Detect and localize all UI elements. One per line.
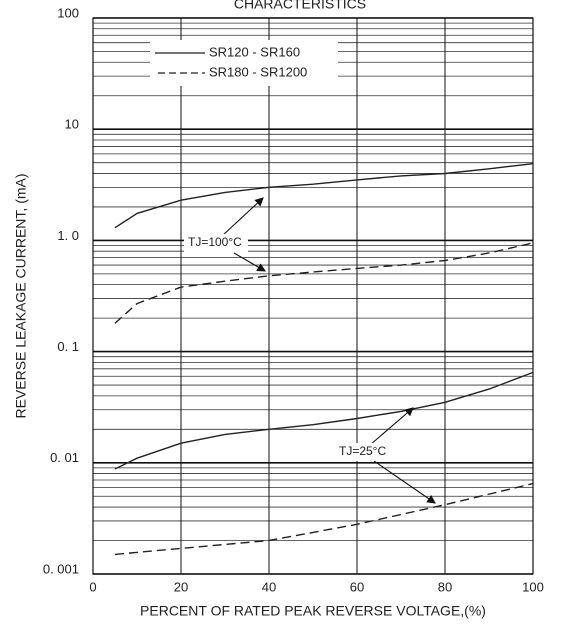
series-line [114, 242, 534, 324]
series-line [114, 482, 534, 556]
x-tick-label: 40 [262, 579, 276, 594]
y-axis-label: REVERSE LEAKAGE CURRENT, (mA) [13, 173, 29, 418]
x-tick-label: 100 [522, 579, 544, 594]
annotation: TJ=25°C [339, 444, 386, 458]
annotation-arrow [373, 460, 436, 504]
annotation-arrow [221, 197, 264, 237]
x-tick-label: 60 [350, 579, 364, 594]
x-tick-label: 80 [438, 579, 452, 594]
x-axis-label: PERCENT OF RATED PEAK REVERSE VOLTAGE,(%… [140, 603, 486, 619]
annotation: TJ=100°C [188, 235, 242, 249]
legend-label: SR180 - SR1200 [209, 64, 307, 79]
x-tick-label: 0 [89, 579, 96, 594]
legend-box [150, 40, 338, 86]
legend-label: SR120 - SR160 [209, 44, 300, 59]
y-tick-label: 1. 0 [57, 228, 79, 243]
annotation-arrow [233, 252, 266, 272]
plot-frame [92, 17, 534, 575]
annotation-arrow [369, 407, 414, 446]
y-tick-label: 100 [57, 5, 79, 20]
y-tick-label: 0. 1 [57, 339, 79, 354]
series-line [114, 163, 534, 229]
y-tick-label: 0. 01 [50, 450, 79, 465]
y-tick-label: 10 [65, 117, 79, 132]
x-tick-label: 20 [174, 579, 188, 594]
series-line [114, 371, 534, 470]
annotation-bg [335, 443, 391, 461]
y-tick-label: 0. 001 [43, 561, 79, 576]
chart-title: CHARACTERISTICS [234, 0, 366, 12]
annotation-bg [184, 234, 248, 252]
